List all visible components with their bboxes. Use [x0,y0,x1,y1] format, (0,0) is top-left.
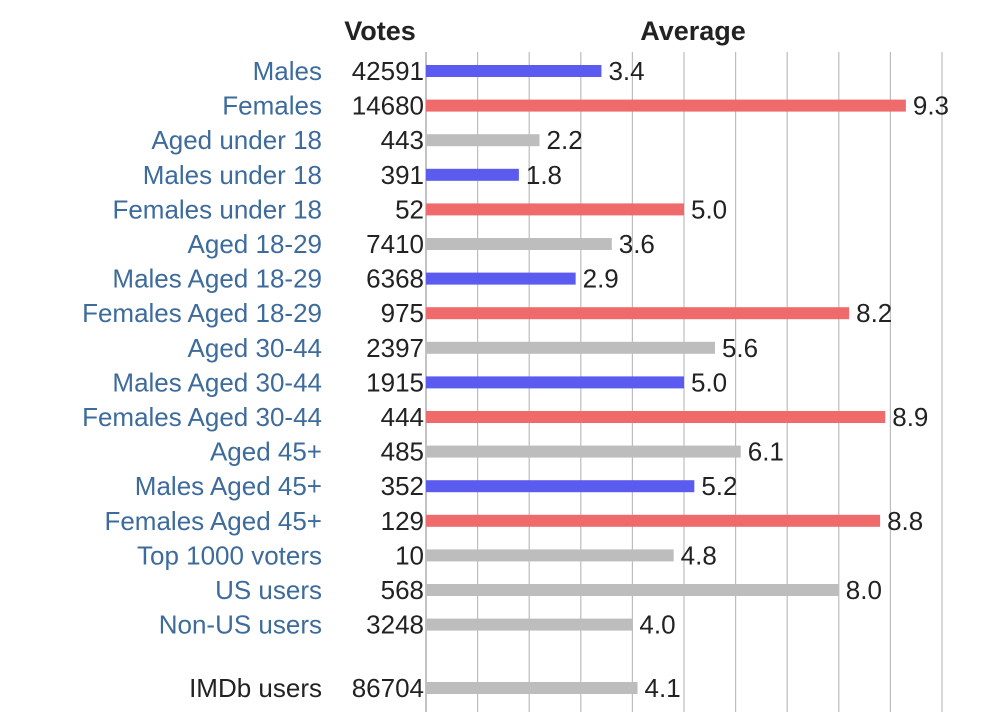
bar-row: Females Aged 18-29 975 8.2 [82,298,892,328]
category-label: IMDb users [189,673,322,703]
votes-header: Votes [344,16,416,46]
vote-count: 42591 [352,56,424,86]
bar-row: Females under 18 52 5.0 [112,194,727,224]
category-label: Males [253,56,322,86]
bar [426,307,850,320]
bar-row: Aged under 18 443 2.2 [151,125,582,155]
category-label: Males Aged 45+ [135,471,322,501]
vote-count: 1915 [366,367,424,397]
category-label: Aged under 18 [151,125,322,155]
bar [426,682,638,694]
average-label: 5.0 [691,367,727,397]
vote-count: 975 [381,298,424,328]
bar [426,134,540,147]
category-label: Females [222,91,322,121]
vote-count: 352 [381,471,424,501]
bar-row: Aged 18-29 7410 3.6 [188,229,655,259]
average-label: 8.0 [846,575,882,605]
vote-count: 568 [381,575,424,605]
bar [426,376,684,389]
category-label: Females Aged 45+ [104,506,322,536]
average-label: 2.9 [583,264,619,294]
average-label: 8.9 [892,402,928,432]
bar [426,514,881,527]
vote-count: 7410 [366,229,424,259]
category-label: Non-US users [159,610,322,640]
vote-count: 443 [381,125,424,155]
average-label: 6.1 [748,437,784,467]
average-label: 9.3 [913,91,949,121]
category-label: Females Aged 18-29 [82,298,322,328]
bar-row: Males Aged 45+ 352 5.2 [135,471,738,501]
average-label: 5.0 [691,194,727,224]
average-label: 8.8 [887,506,923,536]
vote-count: 6368 [366,264,424,294]
bar [426,584,839,596]
bar [426,341,715,354]
bar-row: Males Aged 18-29 6368 2.9 [112,264,618,294]
bar-row: Non-US users 3248 4.0 [159,610,676,640]
category-label: Aged 30-44 [188,333,322,363]
bar-row: Males 42591 3.4 [253,56,645,86]
vote-count: 3248 [366,610,424,640]
bar [426,272,576,285]
bar [426,99,906,112]
bar-row: Aged 45+ 485 6.1 [210,437,784,467]
average-label: 3.6 [619,229,655,259]
bar [426,168,519,181]
bar-row: Females 14680 9.3 [222,91,949,121]
average-label: 5.2 [701,471,737,501]
bar [426,411,886,423]
category-label: Males Aged 30-44 [112,367,322,397]
vote-count: 52 [395,194,424,224]
vote-count: 14680 [352,91,424,121]
vote-count: 86704 [352,673,424,703]
vote-count: 129 [381,506,424,536]
category-label: Aged 45+ [210,437,322,467]
category-label: Males Aged 18-29 [112,264,322,294]
bar-row: Males under 18 391 1.8 [143,160,562,190]
bar [426,618,633,631]
bar-row: Females Aged 45+ 129 8.8 [104,506,923,536]
bar-row: Males Aged 30-44 1915 5.0 [112,367,727,397]
bar [426,480,695,493]
bar [426,549,674,562]
average-label: 4.0 [639,610,675,640]
vote-count: 2397 [366,333,424,363]
category-label: Aged 18-29 [188,229,322,259]
average-header: Average [640,16,746,46]
bar-row: IMDb users 86704 4.1 [189,673,681,703]
category-label: Females Aged 30-44 [82,402,322,432]
average-label: 3.4 [608,56,644,86]
average-label: 2.2 [547,125,583,155]
bar-rows: Males 42591 3.4 Females 14680 9.3 Aged under 1… [82,56,949,703]
average-label: 5.6 [722,333,758,363]
vote-count: 10 [395,540,424,570]
category-label: Females under 18 [112,194,322,224]
bar-row: US users 568 8.0 [215,575,882,605]
bar [426,203,684,216]
bar-row: Females Aged 30-44 444 8.9 [82,402,928,432]
vote-count: 391 [381,160,424,190]
category-label: Males under 18 [143,160,322,190]
average-label: 1.8 [526,160,562,190]
average-label: 4.1 [645,673,681,703]
average-label: 4.8 [681,540,717,570]
bar-row: Aged 30-44 2397 5.6 [188,333,759,363]
average-label: 8.2 [856,298,892,328]
category-label: US users [215,575,322,605]
bar [426,238,612,250]
vote-count: 444 [381,402,424,432]
bar [426,445,741,458]
bar-row: Top 1000 voters 10 4.8 [137,540,717,570]
category-label: Top 1000 voters [137,540,322,570]
bar [426,65,602,77]
vote-count: 485 [381,437,424,467]
